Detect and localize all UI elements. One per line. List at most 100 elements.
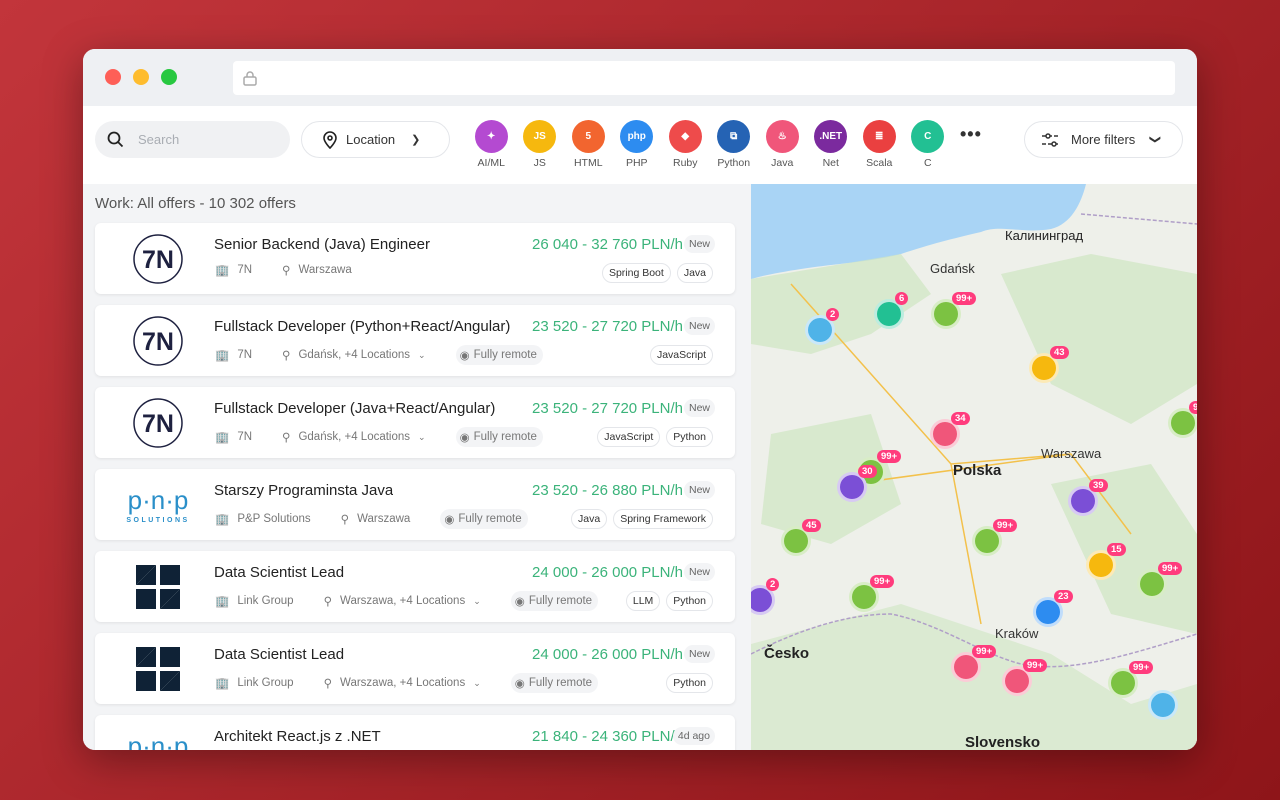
offer-card[interactable]: 7N Senior Backend (Java) Engineer 26 040… — [95, 223, 735, 294]
category-filters: ✦ AI/ML JS JS 5 HTML php PHP ◆ Ruby ⧉ Python ♨ Java .N… — [467, 120, 952, 169]
location-pin-icon: ⚲ — [282, 265, 291, 277]
map-label-slovensko: Slovensko — [965, 734, 1041, 750]
offer-title[interactable]: Senior Backend (Java) Engineer — [214, 236, 430, 253]
more-categories-button[interactable]: ••• — [960, 124, 982, 144]
category-php[interactable]: php PHP — [613, 120, 662, 169]
category-label: Python — [717, 157, 751, 169]
close-window-button[interactable] — [105, 69, 121, 85]
offer-list[interactable]: Work: All offers - 10 302 offers 7N Seni… — [83, 184, 751, 750]
category-html[interactable]: 5 HTML — [564, 120, 613, 169]
map-label-cesko: Česko — [764, 645, 810, 662]
map-cluster-marker[interactable]: 99+ — [849, 575, 895, 612]
map-cluster-marker[interactable]: 2 — [751, 578, 780, 615]
offer-tags: Java Spring Framework — [571, 509, 713, 529]
map-cluster-marker[interactable]: 45 — [781, 519, 821, 556]
offer-location[interactable]: Gdańsk, +4 Locations — [298, 431, 411, 443]
category-ruby[interactable]: ◆ Ruby — [661, 120, 710, 169]
map-cluster-marker[interactable]: 99+ — [1002, 659, 1048, 696]
company-logo: 7N — [115, 395, 200, 450]
offer-card[interactable]: Data Scientist Lead 24 000 - 26 000 PLN/… — [95, 551, 735, 622]
svg-text:7N: 7N — [142, 246, 174, 274]
map-cluster-marker[interactable]: 99+ — [972, 519, 1018, 556]
map-cluster-marker[interactable]: 99+ — [931, 292, 977, 329]
category-java[interactable]: ♨ Java — [758, 120, 807, 169]
skill-tag: Python — [666, 673, 713, 693]
map-cluster-marker[interactable]: 99+ — [951, 645, 997, 682]
marker-count: 99+ — [877, 450, 902, 463]
skill-tag: LLM — [625, 591, 661, 611]
map-cluster-marker[interactable]: 15 — [1086, 543, 1126, 580]
building-icon: 🏢 — [215, 514, 230, 526]
map-cluster-marker[interactable]: 39 — [1068, 479, 1108, 516]
chevron-down-icon[interactable]: ⌄ — [473, 595, 481, 606]
company-logo-7n: 7N — [132, 233, 183, 284]
company-name: 7N — [237, 431, 253, 443]
offer-title[interactable]: Fullstack Developer (Python+React/Angula… — [214, 318, 511, 335]
category-js[interactable]: JS JS — [516, 120, 565, 169]
map-cluster-marker[interactable]: 99+ — [1108, 661, 1154, 698]
offer-card[interactable]: p·n·p SOLUTIONS Starszy Programinsta Java… — [95, 469, 735, 540]
svg-text:7N: 7N — [142, 328, 174, 356]
offer-location: Warszawa — [298, 264, 352, 276]
offer-location[interactable]: Gdańsk, +4 Locations — [298, 349, 411, 361]
minimize-window-button[interactable] — [133, 69, 149, 85]
search-input[interactable]: Search — [95, 121, 290, 158]
offer-meta: 🏢 7N ⚲ Gdańsk, +4 Locations ⌄ ◉ Fully remote — [215, 427, 543, 447]
filter-toolbar: Search Location ❯ ✦ AI/ML JS JS 5 HTML php PHP ◆… — [83, 106, 1197, 184]
offers-count-heading: Work: All offers - 10 302 offers — [95, 195, 296, 212]
php-icon: php — [620, 120, 654, 153]
company-name: Link Group — [237, 595, 294, 607]
remote-icon: ◉ — [459, 432, 470, 444]
company-logo-link-group — [135, 646, 180, 691]
offer-title[interactable]: Data Scientist Lead — [214, 564, 345, 581]
map-cluster-marker[interactable]: 2 — [805, 308, 840, 345]
c-icon: C — [911, 120, 945, 153]
company-logo: 7N — [115, 313, 200, 368]
offer-title[interactable]: Starszy Programinsta Java — [214, 482, 394, 499]
category-aiml[interactable]: ✦ AI/ML — [467, 120, 516, 169]
map-cluster-marker[interactable]: 43 — [1029, 346, 1069, 383]
category-label: HTML — [573, 157, 603, 169]
maximize-window-button[interactable] — [161, 69, 177, 85]
offer-age-badge: New — [683, 317, 715, 335]
offer-meta: 🏢 Link Group ⚲ Warszawa, +4 Locations ⌄ ◉ Full… — [215, 591, 599, 611]
offer-card[interactable]: 7N Fullstack Developer (Java+React/Angul… — [95, 387, 735, 458]
offers-map[interactable]: Калининград Polska Česko Slovensko Gdańs… — [751, 184, 1197, 750]
chevron-down-icon[interactable]: ⌄ — [418, 431, 426, 442]
location-dropdown[interactable]: Location ❯ — [301, 121, 450, 158]
more-filters-button[interactable]: More filters ❯ — [1024, 121, 1183, 158]
company-name: Link Group — [237, 677, 294, 689]
map-cluster-marker[interactable] — [1148, 690, 1178, 720]
remote-label: Fully remote — [528, 595, 593, 607]
map-cluster-marker[interactable]: 99+ — [1137, 562, 1183, 599]
map-cluster-marker[interactable]: 23 — [1033, 590, 1073, 627]
map-cluster-marker[interactable]: 6 — [874, 292, 909, 329]
category-scala[interactable]: ≣ Scala — [855, 120, 904, 169]
category-python[interactable]: ⧉ Python — [710, 120, 759, 169]
offer-title[interactable]: Fullstack Developer (Java+React/Angular) — [214, 400, 496, 417]
map-cluster-marker[interactable]: 30 — [837, 465, 877, 502]
category-label: Scala — [866, 157, 893, 169]
offer-age-badge: New — [683, 645, 715, 663]
offer-title[interactable]: Data Scientist Lead — [214, 646, 345, 663]
chevron-down-icon[interactable]: ⌄ — [418, 349, 426, 360]
category-net[interactable]: .NET Net — [807, 120, 856, 169]
map-label-kaliningrad: Калининград — [1005, 228, 1084, 243]
offer-location: Warszawa — [357, 513, 411, 525]
js-icon: JS — [523, 120, 557, 153]
map-cluster-marker[interactable]: 34 — [930, 412, 970, 449]
map-cluster-marker[interactable]: 99+ — [1168, 401, 1197, 438]
building-icon: 🏢 — [215, 350, 230, 362]
offer-location[interactable]: Warszawa, +4 Locations — [340, 595, 466, 607]
offer-card[interactable]: Data Scientist Lead 24 000 - 26 000 PLN/… — [95, 633, 735, 704]
marker-count: 6 — [895, 292, 909, 305]
offer-card[interactable]: 7N Fullstack Developer (Python+React/Ang… — [95, 305, 735, 376]
chevron-down-icon[interactable]: ⌄ — [473, 677, 481, 688]
offer-title[interactable]: Architekt React.js z .NET — [214, 728, 381, 745]
lock-icon — [243, 71, 257, 86]
address-bar[interactable] — [233, 61, 1175, 95]
offer-location[interactable]: Warszawa, +4 Locations — [340, 677, 466, 689]
category-label: AI/ML — [477, 157, 505, 169]
